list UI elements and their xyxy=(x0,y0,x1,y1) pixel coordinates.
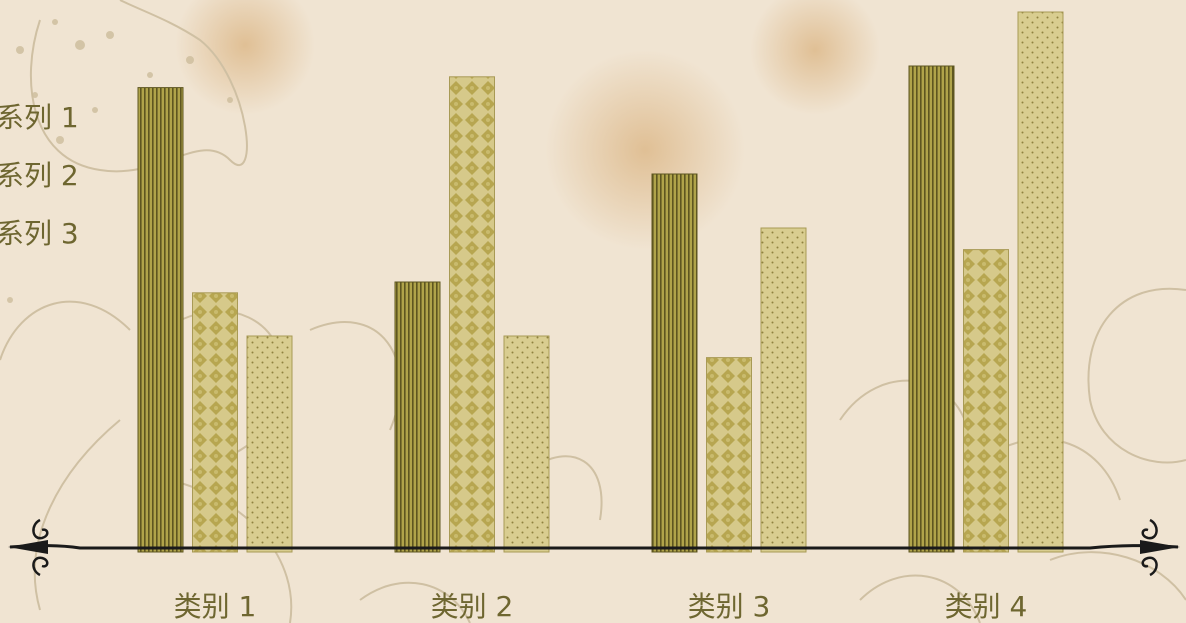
flower-petal xyxy=(359,581,471,623)
axis-right-scroll xyxy=(1141,556,1158,577)
ink-speck xyxy=(75,40,85,50)
bar-series-1-category-4 xyxy=(908,65,955,553)
flower-petal xyxy=(0,300,131,361)
category-label-1: 类别 1 xyxy=(174,590,257,623)
bar-series-1-category-3 xyxy=(651,173,698,553)
category-label-3: 类别 3 xyxy=(688,590,771,623)
bar-series-2-category-4 xyxy=(963,249,1009,553)
category-label-4: 类别 4 xyxy=(945,590,1028,623)
bar-series-2-category-1 xyxy=(192,292,238,553)
legend: 系列 1 系列 2 系列 3 xyxy=(0,97,79,271)
bar-series-3-category-4 xyxy=(1017,11,1064,553)
bar-series-2-category-3 xyxy=(706,357,752,553)
bar-series-1-category-2 xyxy=(394,281,441,553)
legend-item-series-2: 系列 2 xyxy=(0,159,79,192)
flower-petal xyxy=(1087,287,1186,464)
axis-right-flourish xyxy=(1140,540,1180,554)
bar-series-2-category-2 xyxy=(449,76,495,553)
legend-item-series-3: 系列 3 xyxy=(0,217,79,250)
category-label-2: 类别 2 xyxy=(431,590,514,623)
ink-speck xyxy=(106,31,114,39)
ink-speck xyxy=(147,72,153,78)
ink-speck xyxy=(16,46,24,54)
flower-petal xyxy=(859,574,981,623)
legend-item-series-1: 系列 1 xyxy=(0,101,79,134)
bars-layer xyxy=(137,11,1064,553)
ink-speck xyxy=(92,107,98,113)
bokeh-spot xyxy=(750,0,880,115)
ink-speck xyxy=(56,136,64,144)
axis-left-scroll xyxy=(32,556,49,577)
flower-petal xyxy=(33,419,121,611)
bar-series-3-category-1 xyxy=(246,335,293,553)
bar-series-3-category-3 xyxy=(760,227,807,553)
ink-speck xyxy=(186,56,194,64)
flower-petal xyxy=(1049,551,1186,601)
bokeh-spot xyxy=(175,0,315,115)
flower-petal xyxy=(29,0,248,173)
bokeh-spot xyxy=(545,50,745,250)
axis-right-scroll xyxy=(1141,518,1158,540)
ink-speck xyxy=(7,297,13,303)
category-labels: 类别 1 类别 2 类别 3 类别 4 xyxy=(174,590,1028,623)
ink-speck xyxy=(227,97,233,103)
axis-left-flourish xyxy=(8,540,48,554)
axis-left-scroll xyxy=(32,518,49,540)
flower-petal xyxy=(309,321,401,431)
ink-speck xyxy=(32,92,38,98)
bar-series-1-category-1 xyxy=(137,87,184,553)
ink-speck xyxy=(52,19,58,25)
x-axis xyxy=(8,518,1180,577)
bar-series-3-category-2 xyxy=(503,335,550,553)
